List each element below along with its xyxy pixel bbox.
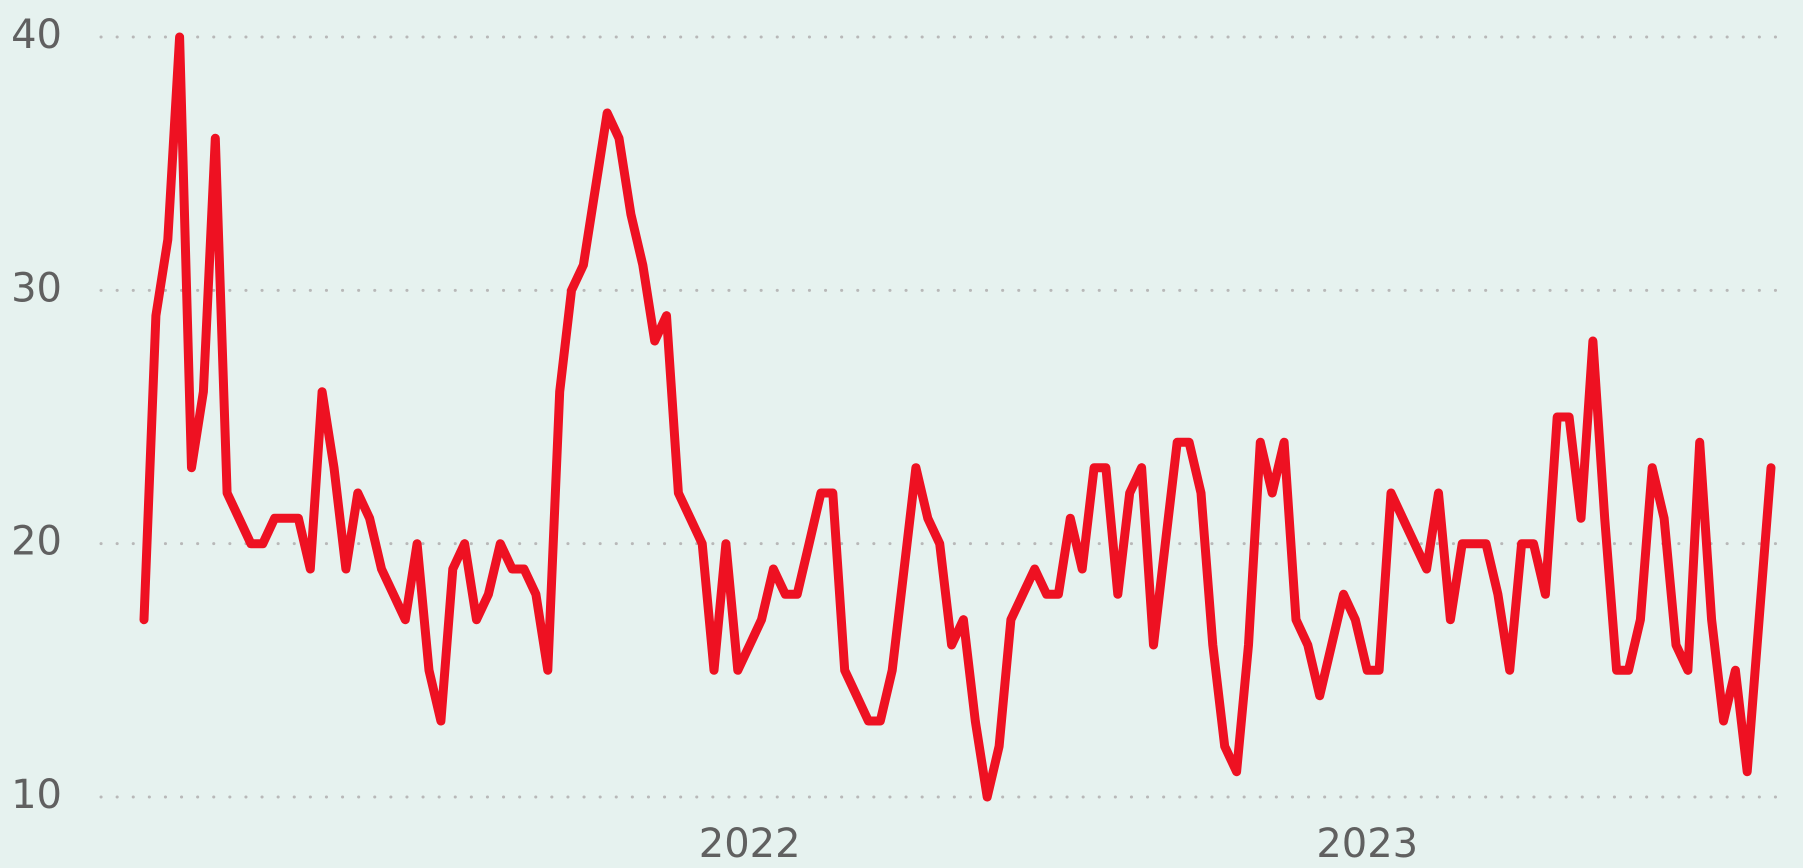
y-tick-label: 40 [11,12,62,58]
x-tick-label: 2023 [1316,821,1418,867]
x-tick-label: 2022 [699,821,801,867]
y-tick-label: 30 [11,265,62,311]
y-tick-label: 10 [11,772,62,818]
y-tick-label: 20 [11,519,62,565]
data-line [139,32,1776,802]
